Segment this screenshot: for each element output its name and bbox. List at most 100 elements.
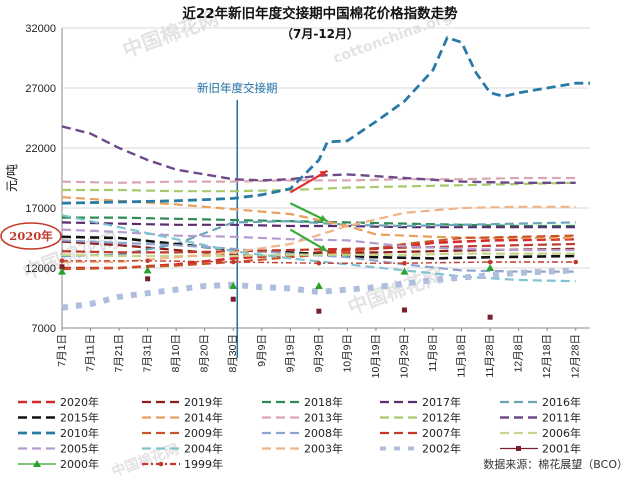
source-note: 数据来源：棉花展望（BCO） [483, 457, 628, 471]
legend-item-2010年: 2010年 [18, 426, 99, 440]
x-tick-label: 9月19日 [284, 334, 296, 373]
point-marker-1999年 [316, 260, 322, 266]
legend-item-2014年: 2014年 [142, 411, 223, 425]
legend-item-label: 2011年 [542, 411, 581, 425]
legend-swatch-marker [158, 461, 164, 467]
point-marker-1999年 [145, 258, 150, 264]
series-line-2010年 [61, 36, 590, 205]
x-tick-label: 7月31日 [142, 334, 154, 373]
point-marker-2000年 [400, 267, 409, 275]
point-marker-2001年 [316, 308, 322, 314]
x-tick-label: 7月1日 [56, 334, 68, 367]
legend-item-label: 2001年 [542, 442, 581, 456]
chart-subtitle: （7月-12月） [281, 26, 359, 41]
x-tick-label: 9月29日 [313, 334, 325, 373]
series-line-2017年 [61, 221, 576, 229]
legend-item-2007年: 2007年 [380, 426, 461, 440]
legend-item-2015年: 2015年 [18, 411, 99, 425]
callout-2020-text: 2020年 [9, 229, 53, 243]
point-marker-2001年 [59, 264, 65, 270]
y-tick-label: 7000 [32, 323, 56, 335]
legend-item-2003年: 2003年 [262, 442, 343, 456]
point-marker-2001年 [487, 314, 493, 320]
series-line-2016年 [61, 220, 576, 258]
legend-item-2008年: 2008年 [262, 426, 343, 440]
legend-item-2019年: 2019年 [142, 395, 223, 409]
series-line-2011年 [61, 125, 576, 184]
point-marker-2000年 [58, 267, 66, 275]
series-line-2007年 [61, 242, 576, 254]
series-line-2018年 [62, 216, 576, 228]
legend-item-2013年: 2013年 [262, 411, 343, 425]
point-marker-1999年 [230, 259, 236, 265]
trend-arrow-head [319, 244, 328, 252]
legend-item-2009年: 2009年 [142, 426, 223, 440]
x-tick-label: 10月19日 [370, 334, 382, 378]
legend-item-label: 2006年 [542, 426, 581, 440]
trend-arrow-head [319, 170, 328, 178]
y-tick-label: 32000 [25, 23, 56, 35]
series-line-2013年 [61, 176, 576, 184]
legend-item-label: 2009年 [184, 426, 223, 440]
series-line-2012年 [62, 181, 576, 193]
x-tick-label: 9月9日 [256, 334, 268, 367]
legend-item-1999年: 1999年 [142, 457, 223, 471]
point-marker-2000年 [143, 266, 152, 274]
point-marker-2000年 [229, 282, 238, 289]
legend-item-label: 2002年 [422, 442, 461, 456]
callout-2020-ellipse [0, 222, 62, 250]
legend-item-label: 2012年 [422, 411, 461, 425]
point-marker-1999年 [59, 258, 65, 264]
y-tick-label: 22000 [25, 143, 56, 155]
x-tick-label: 12月8日 [513, 334, 525, 373]
legend-item-label: 2004年 [184, 442, 223, 456]
transition-annotation: 新旧年度交接期 [197, 81, 278, 95]
legend-item-label: 2020年 [60, 395, 99, 409]
x-tick-label: 12月18日 [541, 334, 553, 378]
series-line-2020年 [62, 237, 576, 270]
legend-swatch-marker [516, 446, 521, 451]
x-tick-label: 11月8日 [427, 334, 439, 372]
legend-item-label: 2003年 [304, 442, 343, 456]
y-tick-label: 12000 [25, 263, 56, 275]
x-tick-label: 8月30日 [227, 334, 239, 373]
legend-item-2012年: 2012年 [380, 411, 461, 425]
x-tick-label: 8月20日 [199, 334, 211, 373]
legend-item-2011年: 2011年 [500, 411, 581, 425]
series-line-2002年 [61, 267, 576, 311]
legend-item-2017年: 2017年 [380, 395, 461, 409]
point-marker-1999年 [573, 259, 579, 265]
y-tick-label: 27000 [25, 83, 56, 95]
trend-arrow-head [319, 214, 328, 222]
chart-title: 近22年新旧年度交接期中国棉花价格指数走势 [182, 5, 458, 22]
legend-item-label: 2017年 [422, 395, 461, 409]
legend-item-label: 2018年 [304, 395, 343, 409]
legend-item-2016年: 2016年 [500, 395, 581, 409]
x-tick-label: 12月28日 [570, 334, 582, 378]
x-tick-label: 8月10日 [170, 334, 182, 373]
legend-item-2001年: 2001年 [500, 442, 581, 456]
x-tick-label: 10月9日 [341, 334, 353, 373]
x-tick-label: 7月11日 [85, 334, 97, 372]
x-tick-label: 10月29日 [398, 334, 410, 378]
legend-item-label: 1999年 [184, 457, 223, 471]
point-marker-2001年 [145, 276, 151, 282]
legend-item-2000年: 2000年 [18, 457, 99, 471]
legend-item-2002年: 2002年 [380, 442, 461, 456]
legend-item-2006年: 2006年 [500, 426, 581, 440]
y-axis-label: 元/吨 [5, 164, 19, 192]
legend-item-label: 2015年 [60, 411, 99, 425]
point-marker-2001年 [230, 296, 236, 302]
point-marker-2000年 [314, 282, 323, 289]
y-tick-label: 17000 [25, 203, 56, 215]
legend-item-label: 2010年 [60, 426, 99, 440]
x-tick-label: 7月21日 [113, 334, 125, 373]
legend-item-2018年: 2018年 [262, 395, 343, 409]
legend-item-2004年: 2004年 [142, 442, 223, 456]
legend-swatch-marker [33, 460, 41, 467]
series-group [58, 36, 590, 320]
point-marker-2001年 [401, 307, 407, 313]
series-line-2004年 [61, 214, 576, 283]
